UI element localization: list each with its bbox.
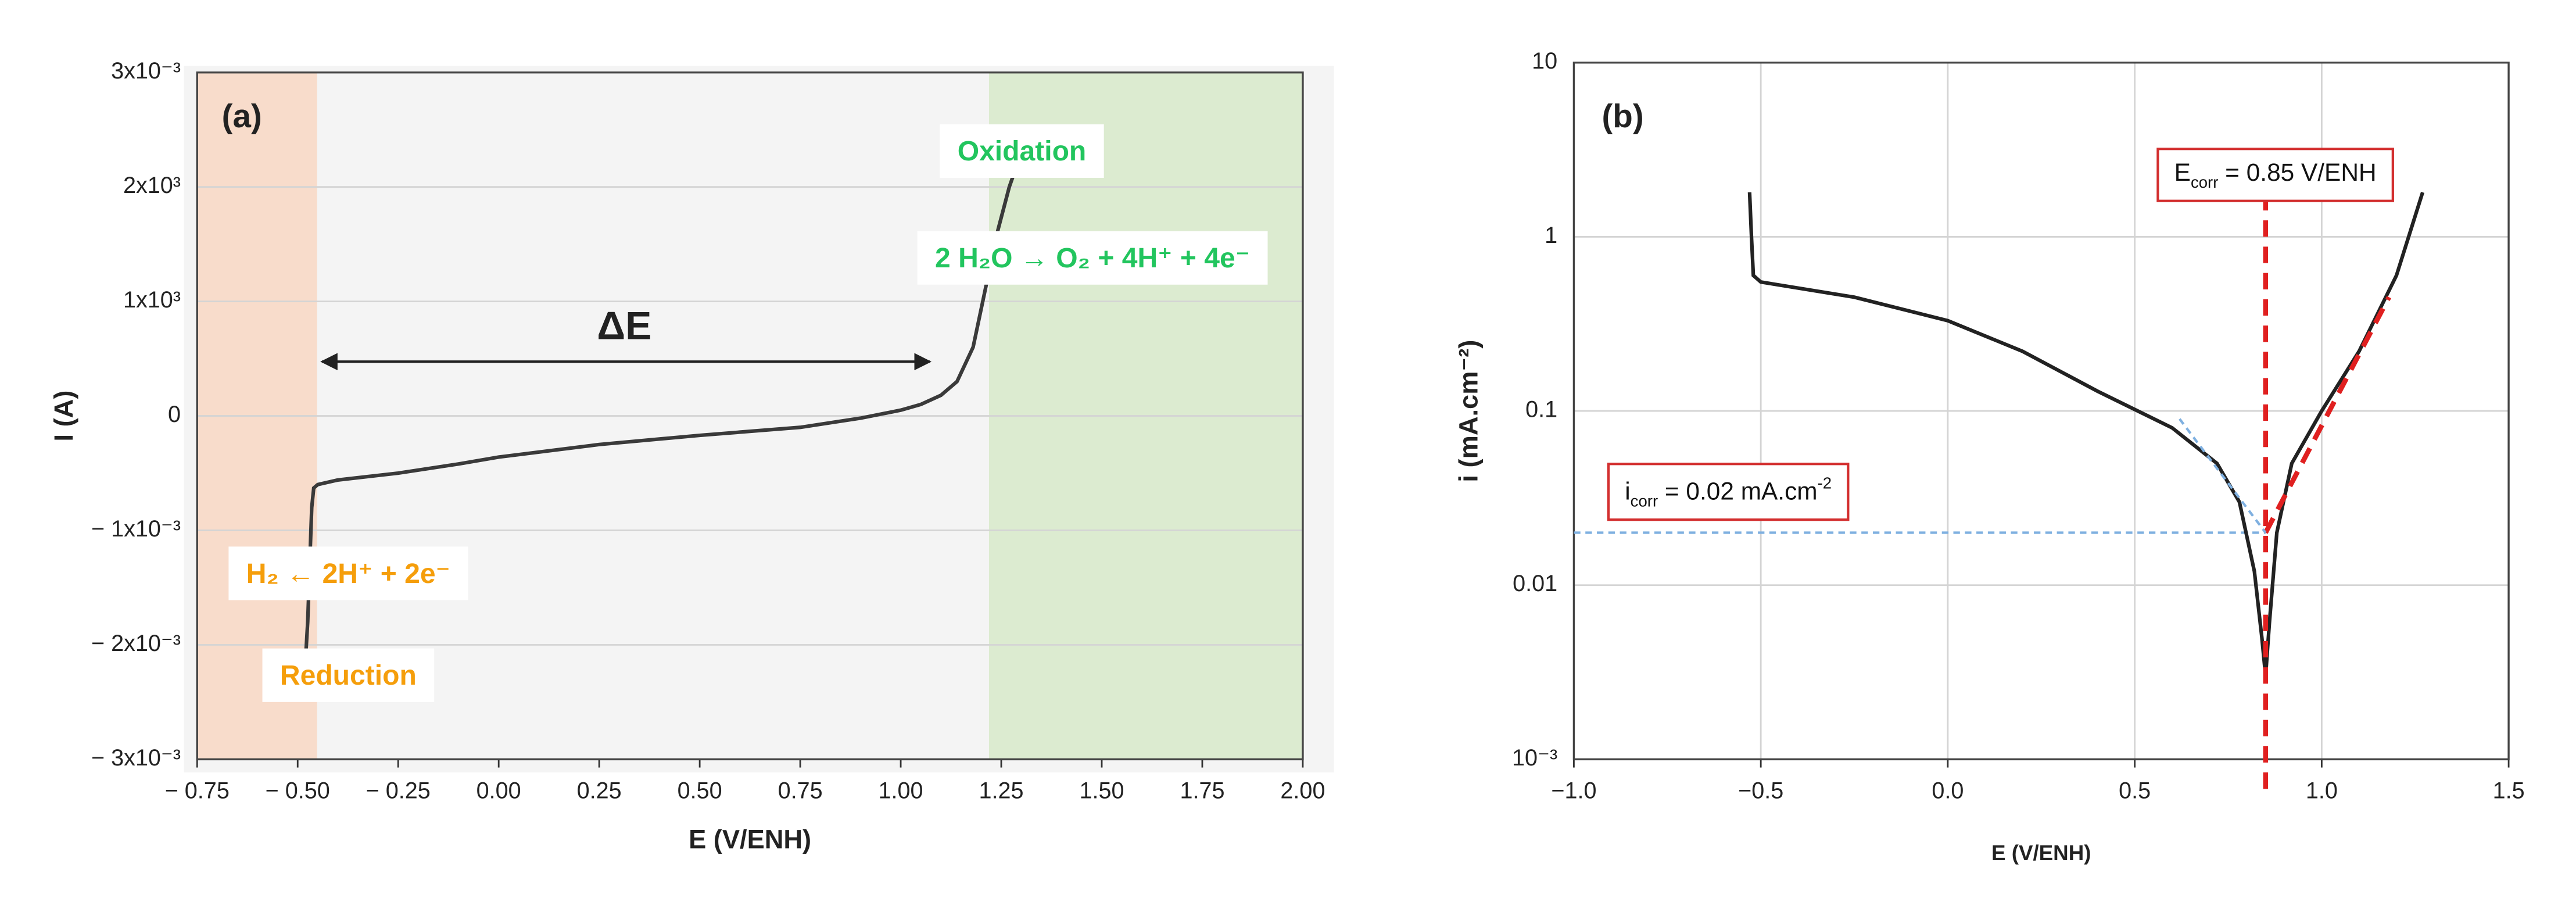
x-tick-label: 0.50	[678, 778, 722, 803]
annotation-box	[228, 546, 468, 600]
x-tick-label: 1.00	[879, 778, 923, 803]
y-tick-label: 10⁻³	[1512, 745, 1557, 771]
y-tick-label: 0.01	[1513, 571, 1557, 596]
panel-label: (b)	[1602, 98, 1643, 134]
y-tick-label: − 3x10⁻³	[91, 745, 181, 771]
panel-label: (a)	[222, 98, 262, 134]
annotation-part: = 0.85 V/ENH	[2218, 159, 2376, 186]
y-tick-label: 10	[1532, 48, 1557, 74]
annotation: 2 H₂O → O₂ + 4H⁺ + 4e⁻	[935, 242, 1250, 274]
annotation-box	[2156, 148, 2394, 202]
x-tick-label: 2.00	[1280, 778, 1325, 803]
curve	[1747, 191, 2425, 677]
annotation-box	[262, 648, 435, 702]
annotation: icorr = 0.02 mA.cm-2	[1625, 474, 1832, 510]
x-tick-label: 1.25	[979, 778, 1024, 803]
panel-b: 10⁻³ 0.01 0.1 1 10 −1.0 −0.5 0.0 0.5 1.0 1.5 E (V/E…	[1453, 48, 2524, 865]
annotation: Ecorr = 0.85 V/ENH	[2174, 159, 2377, 191]
x-tick-label: −1.0	[1551, 778, 1596, 803]
annotation: H₂ ← 2H⁺ + 2e⁻	[246, 558, 450, 589]
plot-frame	[1572, 62, 2510, 761]
panel-a: − 3x10⁻³ − 2x10⁻³ − 1x10⁻³ 0 1x10³ 2x10³ 3x10⁻…	[49, 58, 1325, 854]
y-tick-label: − 1x10⁻³	[91, 516, 181, 542]
x-tick-label: − 0.25	[366, 778, 431, 803]
y-tick-label: 0.1	[1525, 397, 1557, 423]
x-axis-label: E (V/ENH)	[1991, 841, 2091, 865]
x-tick-label: 0.0	[1932, 778, 1964, 803]
annotation-part: 2 H₂O → O₂ + 4H⁺ + 4e⁻	[935, 242, 1250, 274]
annotation-part: E	[2174, 159, 2191, 186]
annotation-part: corr	[2191, 173, 2218, 191]
annotation-box	[917, 231, 1268, 285]
annotation: Oxidation	[958, 135, 1087, 167]
x-tick-label: 0.5	[2119, 778, 2151, 803]
y-tick-label: 3x10⁻³	[111, 58, 181, 84]
x-tick-label: 0.00	[476, 778, 521, 803]
annotation-part: = 0.02 mA.cm	[1658, 478, 1817, 505]
annotation: ΔE	[597, 305, 651, 348]
x-tick-label: 1.75	[1180, 778, 1224, 803]
y-tick-label: 1x10³	[123, 287, 181, 313]
annotation-part: Reduction	[280, 660, 417, 691]
y-tick-label: 2x10³	[123, 173, 181, 198]
x-tick-label: 1.50	[1079, 778, 1124, 803]
x-tick-label: −0.5	[1738, 778, 1783, 803]
x-tick-label: 1.5	[2493, 778, 2525, 803]
y-tick-label: − 2x10⁻³	[91, 631, 181, 656]
tafel-line	[2263, 296, 2391, 534]
tafel-line	[2179, 418, 2267, 534]
plot-frame	[196, 71, 1304, 761]
y-axis-label: i (mA.cm⁻²)	[1453, 340, 1483, 482]
annotation-box	[1607, 463, 1850, 521]
y-tick-label: 1	[1545, 223, 1557, 248]
annotation-part: corr	[1631, 492, 1658, 510]
annotation-part: H₂ ← 2H⁺ + 2e⁻	[246, 558, 450, 589]
y-axis-label: I (A)	[49, 391, 78, 442]
y-tick-label: 0	[168, 402, 181, 427]
annotation-part: i	[1625, 478, 1630, 505]
annotation-part: Oxidation	[958, 135, 1087, 167]
x-axis-label: E (V/ENH)	[689, 825, 811, 854]
x-tick-label: 0.25	[577, 778, 622, 803]
annotation-part: -2	[1818, 474, 1832, 492]
annotation: Reduction	[280, 660, 417, 691]
x-tick-label: − 0.75	[165, 778, 230, 803]
x-tick-label: 0.75	[778, 778, 823, 803]
x-tick-label: 1.0	[2306, 778, 2338, 803]
annotation-part: ΔE	[597, 305, 651, 348]
x-tick-label: − 0.50	[266, 778, 330, 803]
annotation-box	[940, 124, 1104, 178]
